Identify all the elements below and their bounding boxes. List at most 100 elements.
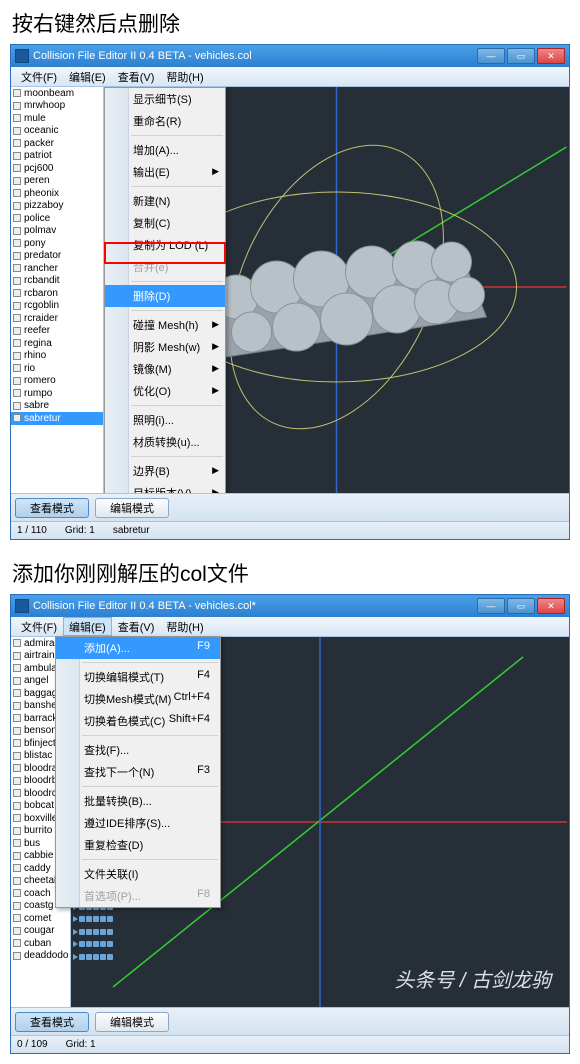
sidebar-list[interactable]: moonbeammrwhoopmuleoceanicpackerpatriotp… (11, 87, 104, 493)
menu-item[interactable]: 删除(D) (105, 285, 225, 307)
list-item[interactable]: cuban (11, 937, 70, 950)
list-item[interactable]: oceanic (11, 125, 103, 138)
close-button[interactable]: ✕ (537, 598, 565, 614)
item-label: police (24, 213, 50, 224)
list-item[interactable]: rcgoblin (11, 300, 103, 313)
menu-item[interactable]: 增加(A)... (105, 139, 225, 161)
menu-item[interactable]: 文件关联(I) (56, 863, 220, 885)
status-grid: Grid: 1 (66, 1039, 96, 1050)
list-item[interactable]: rumpo (11, 387, 103, 400)
item-label: moonbeam (24, 88, 74, 99)
menu-item[interactable]: 照明(i)... (105, 409, 225, 431)
menu-file[interactable]: 文件(F) (15, 617, 63, 636)
item-icon (13, 727, 21, 735)
list-item[interactable]: pizzaboy (11, 200, 103, 213)
window-1: Collision File Editor II 0.4 BETA - vehi… (10, 44, 570, 540)
list-item[interactable]: romero (11, 375, 103, 388)
menu-item[interactable]: 材质转换(u)... (105, 431, 225, 453)
list-item[interactable]: rio (11, 362, 103, 375)
minimize-button[interactable]: ― (477, 48, 505, 64)
list-item[interactable]: comet (11, 912, 70, 925)
list-item[interactable]: rcbandit (11, 275, 103, 288)
list-item[interactable]: pony (11, 237, 103, 250)
minimize-button[interactable]: ― (477, 598, 505, 614)
menu-item[interactable]: 遵过IDE排序(S)... (56, 812, 220, 834)
menu-item[interactable]: 查找(F)... (56, 739, 220, 761)
menu-item[interactable]: 优化(O)▶ (105, 380, 225, 402)
menu-item[interactable]: 切换编辑模式(T)F4 (56, 666, 220, 688)
menu-item[interactable]: 添加(A)...F9 (56, 637, 220, 659)
item-icon (13, 377, 21, 385)
view-mode-button[interactable]: 查看模式 (15, 498, 89, 518)
menu-item[interactable]: 碰撞 Mesh(h)▶ (105, 314, 225, 336)
list-item[interactable]: reefer (11, 325, 103, 338)
viewport-3d[interactable]: 显示细节(S)重命名(R) 增加(A)...输出(E)▶ 新建(N)复制(C)复制为… (104, 87, 569, 493)
menu-view[interactable]: 查看(V) (112, 617, 161, 636)
list-item[interactable]: cougar (11, 925, 70, 938)
menu-item[interactable]: 切换Mesh模式(M)Ctrl+F4 (56, 688, 220, 710)
menu-edit[interactable]: 编辑(E) (63, 67, 112, 86)
menu-item[interactable]: 复制(C) (105, 212, 225, 234)
menu-item[interactable]: 镜像(M)▶ (105, 358, 225, 380)
list-item[interactable]: packer (11, 137, 103, 150)
menu-item[interactable]: 复制为 LOD (L) (105, 234, 225, 256)
maximize-button[interactable]: ▭ (507, 48, 535, 64)
maximize-button[interactable]: ▭ (507, 598, 535, 614)
list-item[interactable]: police (11, 212, 103, 225)
list-item[interactable]: peren (11, 175, 103, 188)
list-item[interactable]: regina (11, 337, 103, 350)
item-label: cougar (24, 925, 55, 936)
list-item[interactable]: rancher (11, 262, 103, 275)
item-icon (13, 864, 21, 872)
list-item[interactable]: rhino (11, 350, 103, 363)
list-item[interactable]: moonbeam (11, 87, 103, 100)
list-item[interactable]: rcbaron (11, 287, 103, 300)
menu-view[interactable]: 查看(V) (112, 67, 161, 86)
edit-mode-button[interactable]: 编辑模式 (95, 1012, 169, 1032)
view-mode-button[interactable]: 查看模式 (15, 1012, 89, 1032)
list-item[interactable]: patriot (11, 150, 103, 163)
item-label: angel (24, 675, 48, 686)
list-item[interactable]: deaddodo (11, 950, 70, 963)
item-icon (13, 952, 21, 960)
list-item[interactable]: sabre (11, 400, 103, 413)
menu-item[interactable]: 边界(B)▶ (105, 460, 225, 482)
menu-item[interactable]: 新建(N) (105, 190, 225, 212)
list-item[interactable]: sabretur (11, 412, 103, 425)
menu-item[interactable]: 批量转换(B)... (56, 790, 220, 812)
list-item[interactable]: mrwhoop (11, 100, 103, 113)
menu-file[interactable]: 文件(F) (15, 67, 63, 86)
edit-mode-button[interactable]: 编辑模式 (95, 498, 169, 518)
app-icon (15, 49, 29, 63)
menu-item[interactable]: 阴影 Mesh(w)▶ (105, 336, 225, 358)
menu-item[interactable]: 重命名(R) (105, 110, 225, 132)
list-item[interactable]: pheonix (11, 187, 103, 200)
close-button[interactable]: ✕ (537, 48, 565, 64)
menu-item[interactable]: 切换着色模式(C)Shift+F4 (56, 710, 220, 732)
titlebar[interactable]: Collision File Editor II 0.4 BETA - vehi… (11, 595, 569, 617)
item-label: deaddodo (24, 950, 69, 961)
list-item[interactable]: polmav (11, 225, 103, 238)
menu-item[interactable]: 输出(E)▶ (105, 161, 225, 183)
menu-edit[interactable]: 编辑(E) (63, 617, 112, 636)
list-item[interactable]: mule (11, 112, 103, 125)
list-item[interactable]: pcj600 (11, 162, 103, 175)
menu-item[interactable]: 重复检查(D) (56, 834, 220, 856)
list-item[interactable]: predator (11, 250, 103, 263)
statusbar: 0 / 109 Grid: 1 (11, 1035, 569, 1053)
item-label: rcraider (24, 313, 58, 324)
item-label: caddy (24, 863, 51, 874)
menubar: 文件(F) 编辑(E) 查看(V) 帮助(H) (11, 67, 569, 87)
item-icon (13, 264, 21, 272)
menu-item[interactable]: 显示细节(S) (105, 88, 225, 110)
item-label: rcgoblin (24, 300, 59, 311)
menu-item[interactable]: 目标版本(V)▶ (105, 482, 225, 493)
menu-help[interactable]: 帮助(H) (160, 617, 209, 636)
item-icon (13, 139, 21, 147)
menu-help[interactable]: 帮助(H) (160, 67, 209, 86)
list-item[interactable]: rcraider (11, 312, 103, 325)
menu-item[interactable]: 查找下一个(N)F3 (56, 761, 220, 783)
item-icon (13, 402, 21, 410)
statusbar: 1 / 110 Grid: 1 sabretur (11, 521, 569, 539)
titlebar[interactable]: Collision File Editor II 0.4 BETA - vehi… (11, 45, 569, 67)
